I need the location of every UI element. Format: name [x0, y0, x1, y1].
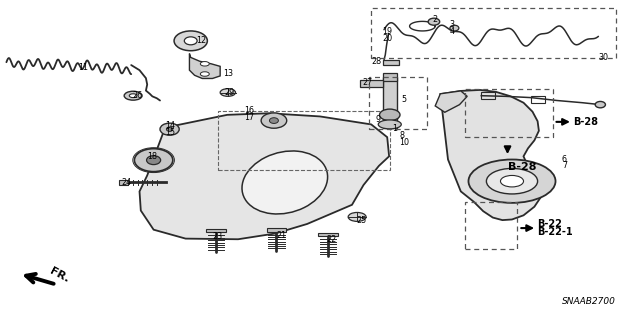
Text: 16: 16 [244, 106, 255, 115]
Text: 4: 4 [450, 27, 455, 36]
Circle shape [348, 212, 366, 221]
Text: B-22-1: B-22-1 [538, 227, 573, 237]
Text: B-22: B-22 [538, 219, 563, 229]
Text: 1: 1 [392, 124, 397, 133]
Ellipse shape [166, 127, 173, 131]
Bar [371, 8, 616, 58]
Text: 25: 25 [356, 216, 367, 225]
Text: B-28: B-28 [573, 117, 598, 127]
Text: 23: 23 [212, 232, 223, 241]
Ellipse shape [160, 123, 179, 135]
Text: 3: 3 [450, 20, 455, 29]
Polygon shape [383, 77, 397, 128]
Circle shape [200, 62, 209, 66]
Circle shape [500, 175, 524, 187]
Text: 19: 19 [382, 27, 392, 36]
Circle shape [124, 91, 142, 100]
Polygon shape [119, 180, 128, 185]
Ellipse shape [428, 18, 440, 25]
Text: 21: 21 [276, 231, 287, 240]
Polygon shape [435, 91, 467, 112]
Ellipse shape [269, 118, 278, 123]
Ellipse shape [380, 109, 400, 121]
Text: 14: 14 [165, 121, 175, 130]
Polygon shape [267, 228, 286, 232]
Text: 2: 2 [432, 15, 437, 24]
Circle shape [220, 89, 236, 96]
Text: 24: 24 [122, 178, 132, 187]
Text: 29: 29 [224, 88, 234, 97]
Text: SNAAB2700: SNAAB2700 [562, 297, 616, 306]
Ellipse shape [134, 149, 173, 172]
Bar [465, 202, 517, 249]
Polygon shape [360, 80, 383, 87]
Text: 27: 27 [362, 78, 372, 87]
Text: 12: 12 [196, 36, 206, 45]
Ellipse shape [147, 156, 161, 165]
Circle shape [200, 72, 209, 76]
Polygon shape [140, 113, 389, 239]
Text: 5: 5 [401, 95, 406, 104]
Text: 30: 30 [598, 53, 609, 62]
Bar [465, 89, 553, 137]
Text: B-28: B-28 [508, 161, 536, 172]
Text: 28: 28 [371, 57, 381, 66]
Bar [369, 77, 427, 129]
Ellipse shape [450, 25, 459, 31]
FancyBboxPatch shape [383, 73, 397, 81]
Ellipse shape [261, 113, 287, 128]
Circle shape [468, 160, 556, 203]
Polygon shape [318, 233, 337, 236]
Text: 10: 10 [399, 138, 410, 147]
Ellipse shape [184, 37, 197, 45]
Ellipse shape [174, 31, 207, 51]
Text: 15: 15 [165, 128, 175, 137]
Text: 13: 13 [223, 69, 233, 78]
Ellipse shape [595, 101, 605, 108]
Ellipse shape [242, 151, 328, 214]
Text: 11: 11 [78, 63, 88, 72]
Text: 17: 17 [244, 113, 255, 122]
Text: 7: 7 [562, 161, 567, 170]
Circle shape [129, 94, 137, 98]
Text: 8: 8 [399, 131, 404, 140]
Polygon shape [207, 229, 226, 232]
Text: 20: 20 [382, 34, 392, 43]
FancyBboxPatch shape [383, 60, 399, 65]
Circle shape [486, 168, 538, 194]
Text: FR.: FR. [48, 266, 71, 284]
Text: 26: 26 [132, 91, 143, 100]
Text: 22: 22 [326, 235, 337, 244]
Polygon shape [440, 90, 543, 220]
Text: 6: 6 [562, 155, 567, 164]
Text: 9: 9 [376, 115, 381, 124]
Ellipse shape [378, 120, 401, 129]
Text: 18: 18 [147, 152, 157, 161]
Polygon shape [189, 54, 220, 78]
